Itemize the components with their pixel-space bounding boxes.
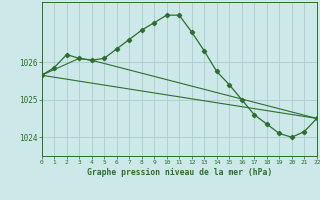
- X-axis label: Graphe pression niveau de la mer (hPa): Graphe pression niveau de la mer (hPa): [87, 168, 272, 177]
